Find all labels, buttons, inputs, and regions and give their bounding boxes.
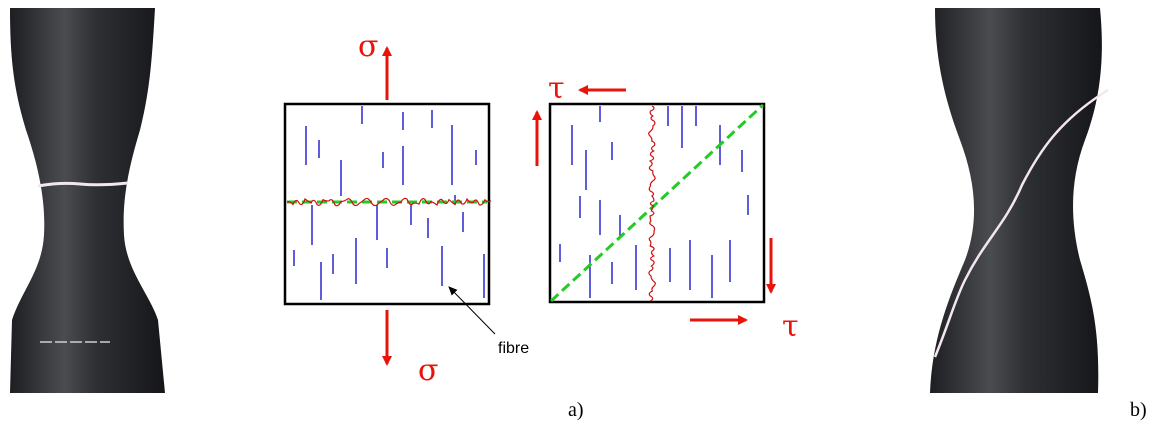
figure: σ σ fibre τ τ a) b) [0, 0, 1160, 425]
fibre-label: fibre [498, 340, 529, 357]
specimen-photo [10, 8, 165, 393]
crack [38, 183, 128, 186]
stress-label: σ [358, 29, 378, 64]
caption: b) [1130, 399, 1147, 421]
shear-label: τ [548, 71, 565, 106]
element-box [285, 104, 489, 304]
stress-label: σ [418, 353, 438, 388]
shear-label: τ [782, 309, 799, 344]
caption: a) [568, 399, 584, 421]
